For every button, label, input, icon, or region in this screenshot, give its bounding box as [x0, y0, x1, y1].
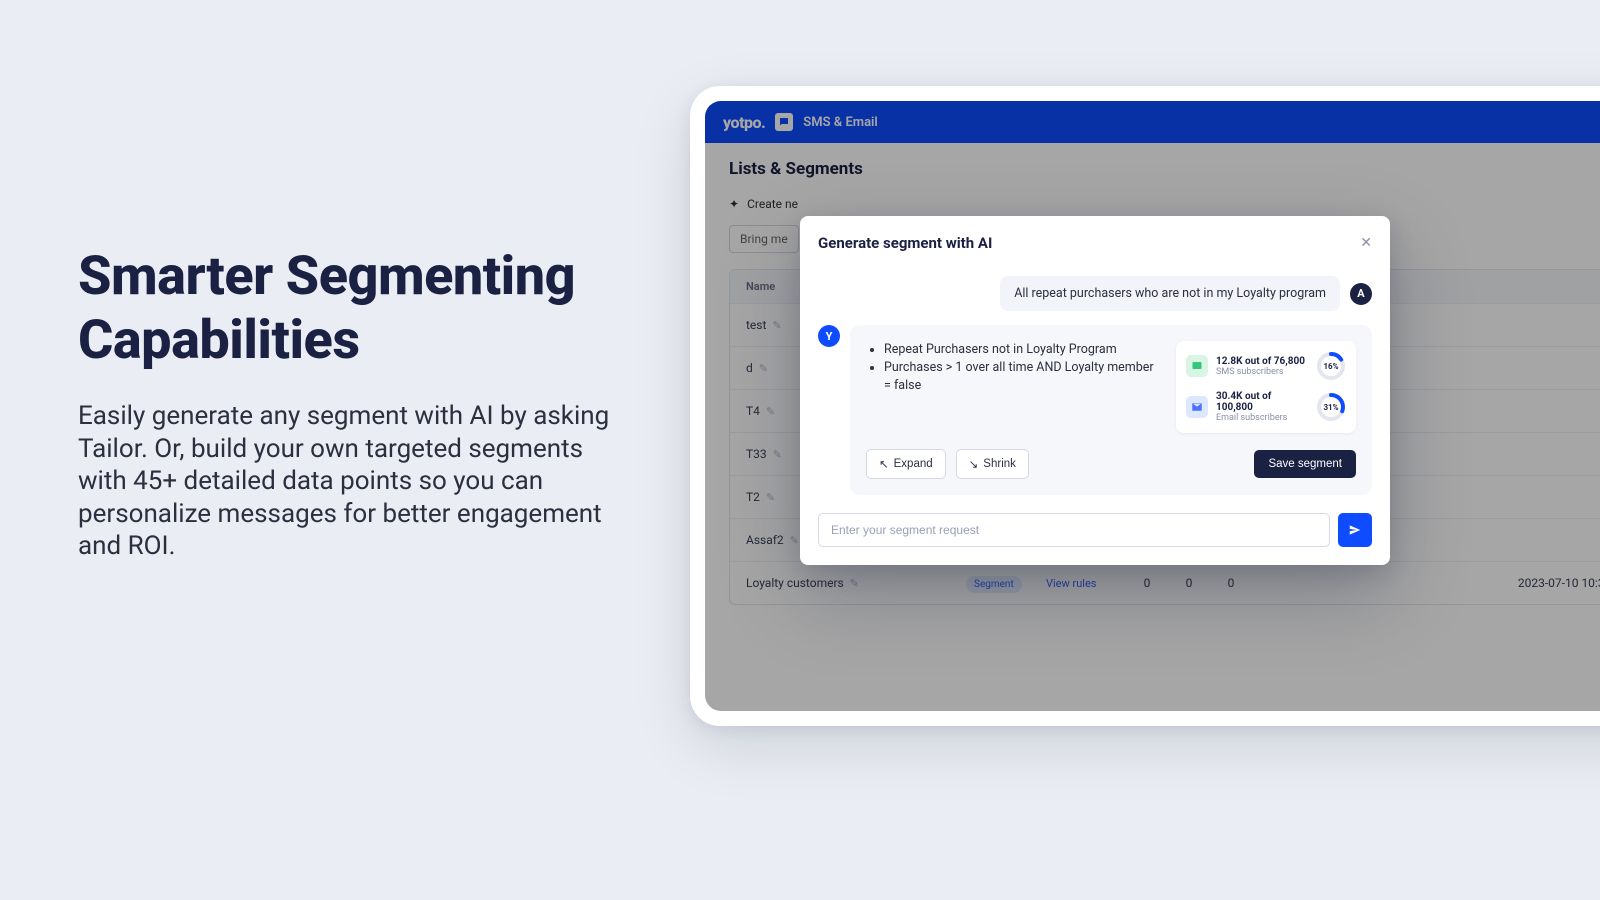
user-avatar: A: [1350, 283, 1372, 305]
email-stat-main: 30.4K out of 100,800: [1216, 391, 1308, 413]
ai-bullet-list: Repeat Purchasers not in Loyalty Program…: [866, 341, 1162, 395]
ai-bullet: Purchases > 1 over all time AND Loyalty …: [884, 359, 1162, 395]
send-button[interactable]: [1338, 513, 1372, 547]
sms-stat-main: 12.8K out of 76,800: [1216, 356, 1308, 367]
save-segment-button[interactable]: Save segment: [1254, 450, 1356, 478]
segment-request-input[interactable]: [818, 513, 1330, 547]
close-icon[interactable]: ✕: [1360, 235, 1372, 251]
ai-segment-modal: Generate segment with AI ✕ All repeat pu…: [800, 216, 1390, 565]
user-message-bubble: All repeat purchasers who are not in my …: [1000, 276, 1340, 311]
ai-bullet: Repeat Purchasers not in Loyalty Program: [884, 341, 1162, 359]
sms-icon: [1186, 355, 1208, 377]
shrink-label: Shrink: [983, 458, 1016, 470]
stat-email: 30.4K out of 100,800 Email subscribers: [1186, 391, 1346, 423]
sms-pct: 16%: [1316, 351, 1346, 381]
modal-title: Generate segment with AI: [818, 234, 992, 252]
hero-body: Easily generate any segment with AI by a…: [78, 400, 638, 563]
sms-stat-sub: SMS subscribers: [1216, 367, 1308, 377]
email-stat-sub: Email subscribers: [1216, 413, 1308, 423]
ai-avatar: Y: [818, 325, 840, 347]
expand-label: Expand: [894, 458, 933, 470]
stat-sms: 12.8K out of 76,800 SMS subscribers: [1186, 351, 1346, 381]
shrink-button[interactable]: ↘ Shrink: [956, 449, 1029, 479]
email-icon: [1186, 396, 1208, 418]
shrink-icon: ↘: [969, 457, 979, 471]
expand-icon: ↖: [879, 457, 889, 471]
ai-response-panel: Repeat Purchasers not in Loyalty Program…: [850, 325, 1372, 495]
sms-donut: 16%: [1316, 351, 1346, 381]
expand-button[interactable]: ↖ Expand: [866, 449, 946, 479]
email-donut: 31%: [1316, 392, 1346, 422]
send-icon: [1348, 523, 1362, 537]
email-pct: 31%: [1316, 392, 1346, 422]
device-frame: yotpo. SMS & Email Lists & Segments Cr ✦…: [690, 86, 1600, 726]
hero-title: Smarter Segmenting Capabilities: [78, 245, 638, 372]
stats-card: 12.8K out of 76,800 SMS subscribers: [1176, 341, 1356, 433]
